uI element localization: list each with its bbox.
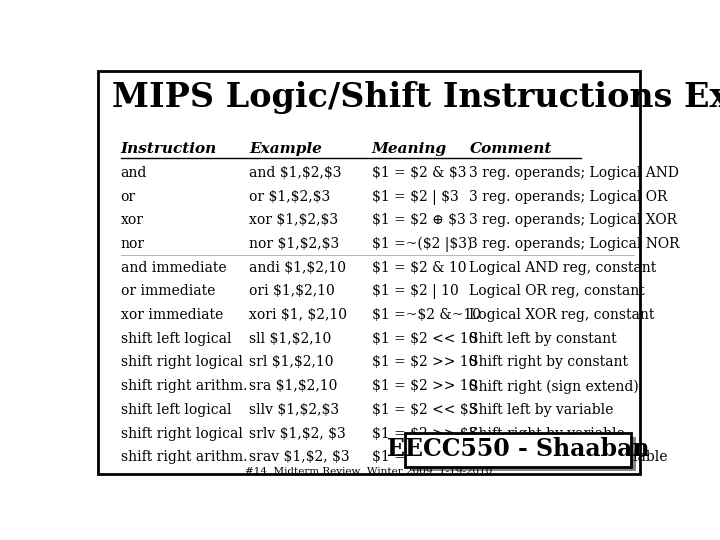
Text: shift left logical: shift left logical: [121, 332, 231, 346]
Text: Logical AND reg, constant: Logical AND reg, constant: [469, 261, 657, 275]
Text: Meaning: Meaning: [372, 141, 447, 156]
Text: \$1 = \$2 & \$3: \$1 = \$2 & \$3: [372, 166, 467, 180]
Text: nor \$1,\$2,\$3: nor \$1,\$2,\$3: [249, 237, 339, 251]
Text: \$1 =~(\$2 |\$3): \$1 =~(\$2 |\$3): [372, 237, 472, 252]
Text: MIPS Logic/Shift Instructions Examples: MIPS Logic/Shift Instructions Examples: [112, 82, 720, 114]
Text: \$1 = \$2 >> 10: \$1 = \$2 >> 10: [372, 379, 477, 393]
Text: 3 reg. operands; Logical NOR: 3 reg. operands; Logical NOR: [469, 237, 680, 251]
Text: and \$1,\$2,\$3: and \$1,\$2,\$3: [249, 166, 341, 180]
Text: Shift left by variable: Shift left by variable: [469, 403, 614, 417]
Text: srl \$1,\$2,10: srl \$1,\$2,10: [249, 355, 333, 369]
Text: nor: nor: [121, 237, 145, 251]
Text: \$1 = \$2 << \$3: \$1 = \$2 << \$3: [372, 403, 477, 417]
Text: Shift right (sign extend): Shift right (sign extend): [469, 379, 639, 394]
Text: \$1 = \$2 ⊕ \$3: \$1 = \$2 ⊕ \$3: [372, 213, 466, 227]
Text: \$1 =~\$2 &~10: \$1 =~\$2 &~10: [372, 308, 481, 322]
FancyBboxPatch shape: [99, 71, 639, 474]
Text: or \$1,\$2,\$3: or \$1,\$2,\$3: [249, 190, 330, 204]
Text: #14  Midterm Review  Winter 2009  1-19-2010: #14 Midterm Review Winter 2009 1-19-2010: [246, 467, 492, 476]
Text: Comment: Comment: [469, 141, 552, 156]
Text: xor: xor: [121, 213, 144, 227]
Text: Shift left by constant: Shift left by constant: [469, 332, 617, 346]
Text: or: or: [121, 190, 136, 204]
Text: srav \$1,\$2, \$3: srav \$1,\$2, \$3: [249, 450, 350, 464]
Text: srlv \$1,\$2, \$3: srlv \$1,\$2, \$3: [249, 427, 346, 441]
Text: shift right logical: shift right logical: [121, 355, 243, 369]
Text: xor immediate: xor immediate: [121, 308, 223, 322]
FancyBboxPatch shape: [405, 433, 631, 467]
Text: ori \$1,\$2,10: ori \$1,\$2,10: [249, 285, 335, 298]
Text: \$1 = \$2 << 10: \$1 = \$2 << 10: [372, 332, 477, 346]
Text: 3 reg. operands; Logical OR: 3 reg. operands; Logical OR: [469, 190, 668, 204]
Text: sll \$1,\$2,10: sll \$1,\$2,10: [249, 332, 331, 346]
Text: Shift right by variable: Shift right by variable: [469, 427, 625, 441]
Text: sra \$1,\$2,10: sra \$1,\$2,10: [249, 379, 338, 393]
Text: Example: Example: [249, 141, 322, 156]
Text: sllv \$1,\$2,\$3: sllv \$1,\$2,\$3: [249, 403, 339, 417]
Text: Logical XOR reg, constant: Logical XOR reg, constant: [469, 308, 654, 322]
Text: shift right arithm.: shift right arithm.: [121, 450, 247, 464]
Text: 3 reg. operands; Logical XOR: 3 reg. operands; Logical XOR: [469, 213, 678, 227]
Text: Shift right arith. by variable: Shift right arith. by variable: [469, 450, 668, 464]
Text: \$1 = \$2 | \$3: \$1 = \$2 | \$3: [372, 190, 459, 205]
Text: and immediate: and immediate: [121, 261, 226, 275]
Text: \$1 = \$2 >> 10: \$1 = \$2 >> 10: [372, 355, 477, 369]
Text: shift left logical: shift left logical: [121, 403, 231, 417]
Text: \$1 = \$2 | 10: \$1 = \$2 | 10: [372, 285, 459, 299]
Text: Logical OR reg, constant: Logical OR reg, constant: [469, 285, 645, 298]
Text: 3 reg. operands; Logical AND: 3 reg. operands; Logical AND: [469, 166, 679, 180]
Text: Shift right by constant: Shift right by constant: [469, 355, 629, 369]
Text: \$1 = \$2 >> \$3: \$1 = \$2 >> \$3: [372, 427, 477, 441]
Text: xori \$1, \$2,10: xori \$1, \$2,10: [249, 308, 347, 322]
Text: shift right logical: shift right logical: [121, 427, 243, 441]
Text: or immediate: or immediate: [121, 285, 215, 298]
Text: xor \$1,\$2,\$3: xor \$1,\$2,\$3: [249, 213, 338, 227]
Text: shift right arithm.: shift right arithm.: [121, 379, 247, 393]
Text: \$1 = \$2 >> \$3: \$1 = \$2 >> \$3: [372, 450, 477, 464]
Text: EECC550 - Shaaban: EECC550 - Shaaban: [387, 436, 649, 461]
Text: andi \$1,\$2,10: andi \$1,\$2,10: [249, 261, 346, 275]
Text: \$1 = \$2 & 10: \$1 = \$2 & 10: [372, 261, 467, 275]
Text: Instruction: Instruction: [121, 141, 217, 156]
FancyBboxPatch shape: [410, 436, 636, 471]
Text: and: and: [121, 166, 147, 180]
